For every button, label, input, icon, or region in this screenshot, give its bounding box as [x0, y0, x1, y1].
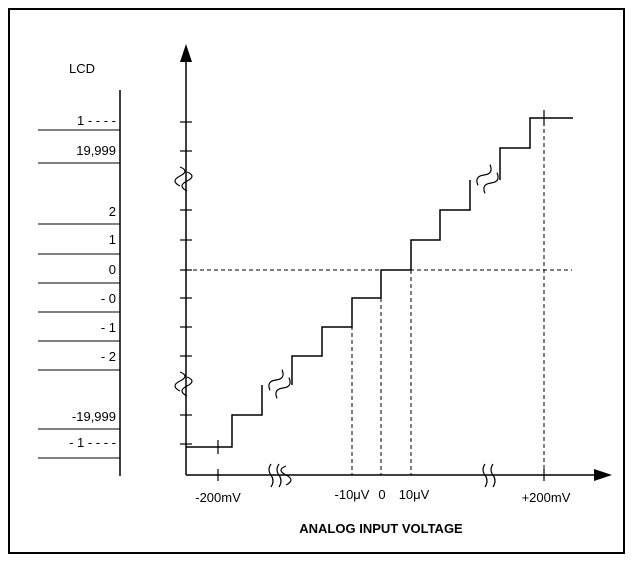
lcd-reading: - 0 — [101, 291, 116, 306]
x-axis — [186, 463, 612, 488]
x-tick-label: 0 — [378, 487, 385, 502]
lcd-reading: 1 - - - - — [77, 113, 116, 128]
curve-break-icon — [476, 164, 499, 194]
lcd-reading: 0 — [109, 262, 116, 277]
lcd-reading: 19,999 — [76, 143, 116, 158]
lcd-reading: - 1 - - - - — [69, 435, 116, 450]
x-tick-label: -200mV — [195, 490, 241, 505]
lcd-reading: 1 — [109, 232, 116, 247]
x-tick-label: 10μV — [399, 487, 430, 502]
transfer-staircase — [186, 117, 573, 448]
y-axis-break-icon — [174, 166, 193, 192]
lcd-reading: - 1 — [101, 320, 116, 335]
y-axis — [174, 44, 193, 475]
x-tick-label: -10μV — [335, 487, 370, 502]
x-tick-label: +200mV — [522, 490, 571, 505]
x-axis-title: ANALOG INPUT VOLTAGE — [299, 521, 463, 536]
lcd-reading: 2 — [109, 204, 116, 219]
x-axis-break-icon — [482, 463, 496, 488]
diagram-border — [8, 8, 625, 554]
curve-break-icon — [268, 369, 291, 399]
lcd-readings: 1 - - - - 19,999 2 1 0 - 0 - 1 - 2 -19,9… — [38, 113, 120, 459]
x-axis-arrowhead-icon — [594, 469, 612, 481]
lcd-reading: -19,999 — [72, 409, 116, 424]
lcd-reading: - 2 — [101, 349, 116, 364]
x-axis-break-icon — [268, 463, 282, 488]
y-axis-break-icon — [174, 371, 193, 397]
y-axis-arrowhead-icon — [180, 44, 192, 62]
x-axis-break-icon — [280, 465, 292, 486]
lcd-header: LCD — [69, 61, 95, 76]
